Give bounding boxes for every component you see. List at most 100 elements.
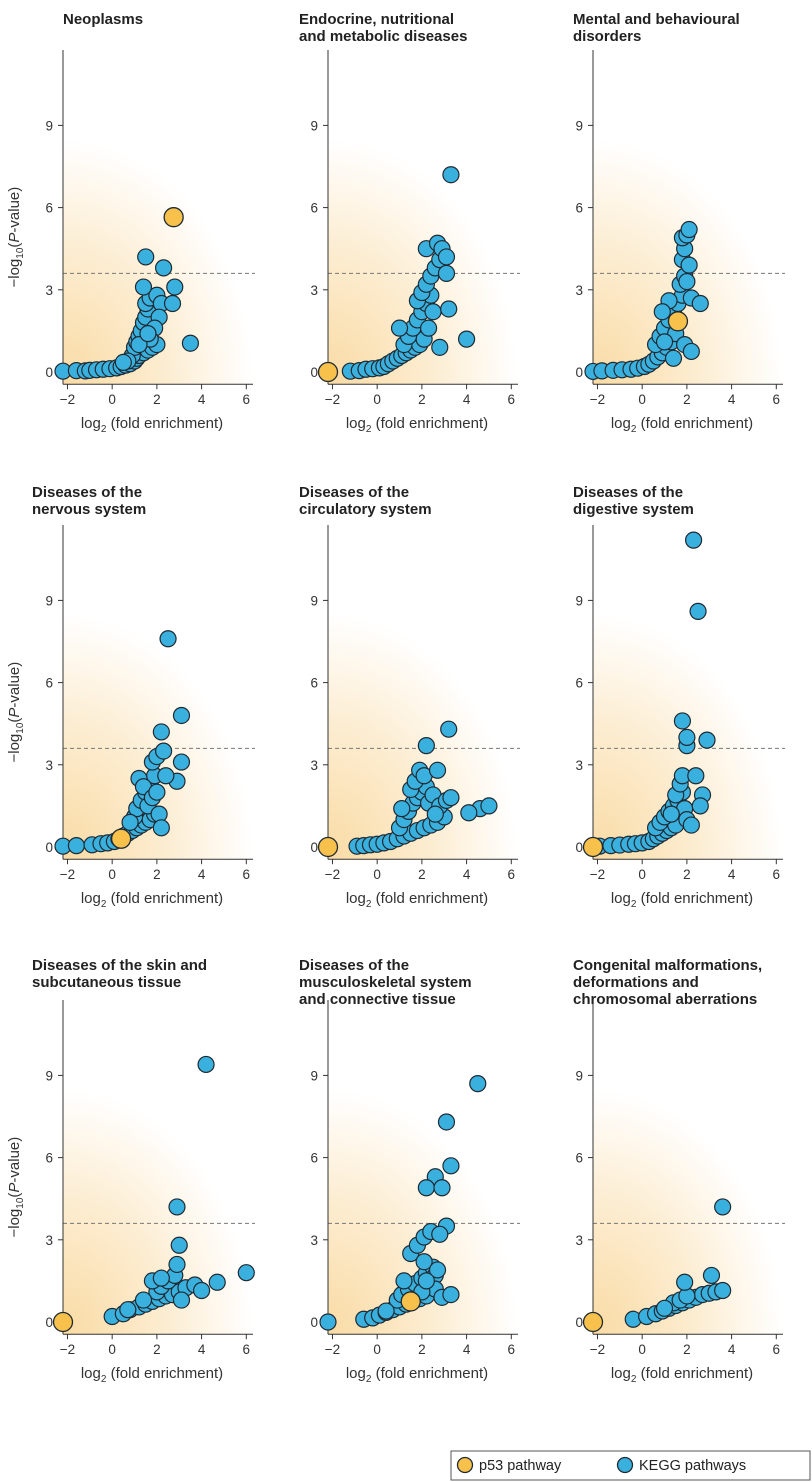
y-tick-label: 0: [45, 1315, 53, 1330]
y-tick-label: 6: [310, 1151, 318, 1166]
kegg-point: [655, 333, 674, 351]
x-tick-label: 4: [198, 867, 206, 882]
panel-title: Diseases of the skin and subcutaneous tis…: [32, 957, 207, 991]
x-axis-label: log2 (fold enrichment): [346, 415, 488, 435]
kegg-point: [417, 1272, 435, 1290]
x-tick-label: −2: [325, 1342, 340, 1357]
kegg-point: [680, 220, 698, 239]
kegg-point: [121, 813, 139, 831]
kegg-point: [653, 303, 671, 321]
kegg-point: [437, 248, 456, 266]
y-tick-label: 0: [310, 1315, 318, 1330]
panel-2: 0 3 6 9 −2 0 2 4 6 log2 (fold enrichment) Endocrin…: [299, 11, 520, 435]
kegg-point: [181, 334, 200, 352]
x-tick-label: 0: [108, 1342, 116, 1357]
x-tick-label: 2: [153, 867, 161, 882]
kegg-point: [168, 1255, 186, 1274]
x-tick-label: 6: [773, 1342, 781, 1357]
p53-point: [400, 1291, 421, 1312]
y-tick-label: 6: [310, 201, 318, 216]
kegg-point: [152, 819, 170, 837]
panel-6: 0 3 6 9 −2 0 2 4 6 log2 (fold enrichment) Diseases…: [573, 484, 785, 910]
p53-point: [667, 311, 689, 332]
kegg-point: [393, 800, 411, 818]
x-tick-label: 0: [638, 867, 646, 882]
kegg-point: [442, 166, 460, 184]
kegg-point: [426, 805, 444, 823]
p53-point: [582, 836, 604, 858]
y-tick-label: 6: [45, 201, 53, 216]
x-tick-label: 2: [153, 392, 161, 407]
kegg-point: [442, 1285, 460, 1304]
x-tick-label: 4: [198, 1342, 206, 1357]
panel-title: Diseases of the nervous system: [32, 484, 146, 518]
kegg-points: [584, 220, 709, 381]
x-axis-label: log2 (fold enrichment): [611, 415, 753, 435]
y-tick-label: 9: [575, 1068, 583, 1083]
x-tick-label: 0: [373, 1342, 381, 1357]
p53-point: [110, 828, 132, 849]
x-tick-label: −2: [590, 392, 605, 407]
kegg-point: [691, 797, 709, 815]
kegg-points: [103, 1055, 255, 1326]
kegg-point: [431, 1225, 449, 1243]
panel-title: Mental and behavioural disorders: [573, 11, 740, 45]
panel-5: 0 3 6 9 −2 0 2 4 6 log2 (fold enrichment) Diseases…: [299, 484, 520, 910]
kegg-point: [319, 1313, 337, 1331]
kegg-point: [682, 816, 700, 834]
kegg-point: [428, 1261, 447, 1279]
y-tick-label: 9: [45, 1068, 53, 1083]
kegg-points: [319, 1075, 487, 1331]
kegg-point: [172, 1291, 191, 1309]
kegg-point: [419, 319, 438, 337]
y-tick-label: 0: [45, 840, 53, 855]
kegg-point: [469, 1075, 487, 1093]
panels: 0 3 6 9 −2 0 2 4 6 log2 (fold enrichment) −log10(P…: [6, 11, 785, 1385]
y-tick-label: 9: [310, 1068, 318, 1083]
p53-point: [317, 836, 339, 858]
y-tick-label: 6: [575, 1151, 583, 1166]
kegg-point: [237, 1264, 255, 1282]
x-tick-label: 2: [418, 392, 426, 407]
x-tick-label: 0: [638, 392, 646, 407]
kegg-point: [440, 720, 458, 738]
x-tick-label: 0: [638, 1342, 646, 1357]
kegg-point: [442, 1157, 460, 1175]
kegg-point: [417, 737, 435, 755]
x-tick-label: 2: [418, 1342, 426, 1357]
kegg-point: [662, 805, 680, 823]
kegg-point: [119, 1301, 137, 1319]
kegg-point: [655, 1299, 674, 1317]
kegg-point: [163, 294, 182, 313]
x-axis-label: log2 (fold enrichment): [611, 1365, 753, 1385]
x-axis-label: log2 (fold enrichment): [611, 890, 753, 910]
kegg-point: [152, 1269, 170, 1287]
kegg-point: [689, 602, 707, 620]
y-tick-label: 3: [575, 283, 583, 298]
panel-9: 0 3 6 9 −2 0 2 4 6 log2 (fold enrichment) Congenit…: [573, 957, 785, 1385]
kegg-point: [166, 278, 184, 296]
kegg-point: [192, 1281, 211, 1300]
y-tick-label: 3: [575, 1233, 583, 1248]
y-tick-label: 3: [310, 283, 318, 298]
kegg-point: [197, 1055, 215, 1074]
kegg-point: [714, 1198, 732, 1216]
y-tick-label: 3: [45, 758, 53, 773]
legend-p53-marker: [456, 1456, 474, 1474]
panel-title: Diseases of the circulatory system: [299, 484, 432, 518]
y-tick-label: 0: [575, 1315, 583, 1330]
x-tick-label: −2: [60, 1342, 75, 1357]
x-tick-label: −2: [590, 1342, 605, 1357]
legend: p53 pathway KEGG pathways: [450, 1450, 811, 1481]
panel-3: 0 3 6 9 −2 0 2 4 6 log2 (fold enrichment) Mental a…: [573, 11, 785, 435]
kegg-point: [702, 1266, 721, 1285]
kegg-point: [415, 1253, 433, 1271]
y-tick-label: 0: [575, 365, 583, 380]
y-tick-label: 9: [310, 593, 318, 608]
kegg-point: [698, 731, 716, 749]
kegg-point: [377, 1302, 395, 1320]
x-axis-label: log2 (fold enrichment): [346, 890, 488, 910]
x-tick-label: 2: [683, 867, 691, 882]
kegg-point: [480, 797, 498, 815]
x-axis-label: log2 (fold enrichment): [81, 1365, 223, 1385]
